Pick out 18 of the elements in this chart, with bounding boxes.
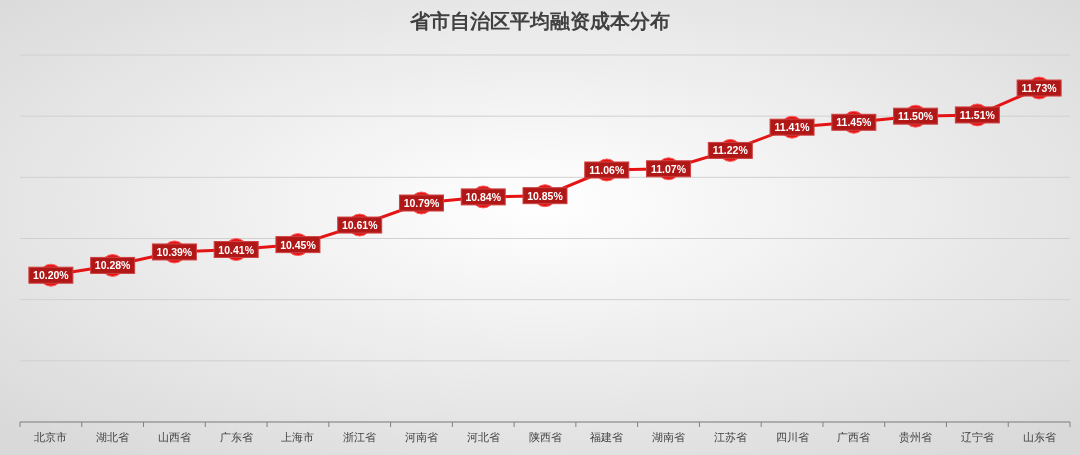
x-tick-label: 河北省 [466, 431, 500, 443]
x-tick-label: 陕西省 [528, 431, 562, 443]
x-tick-label: 湖南省 [652, 431, 686, 443]
x-tick-label: 广东省 [219, 431, 253, 443]
x-tick-label: 辽宁省 [960, 431, 994, 443]
x-tick-label: 山西省 [157, 431, 191, 443]
x-tick-label: 江苏省 [713, 431, 747, 443]
x-tick-label: 湖北省 [96, 431, 130, 443]
x-tick-label: 河南省 [404, 431, 438, 443]
x-tick-label: 四川省 [775, 431, 809, 443]
x-tick-label: 浙江省 [343, 431, 377, 443]
chart-title: 省市自治区平均融资成本分布 [409, 10, 670, 32]
x-tick-label: 山东省 [1022, 431, 1056, 443]
x-tick-label: 贵州省 [899, 431, 933, 443]
x-tick-label: 上海市 [281, 431, 315, 443]
x-tick-label: 福建省 [590, 431, 624, 443]
x-tick-label: 广西省 [837, 431, 871, 443]
x-tick-label: 北京市 [34, 431, 68, 443]
